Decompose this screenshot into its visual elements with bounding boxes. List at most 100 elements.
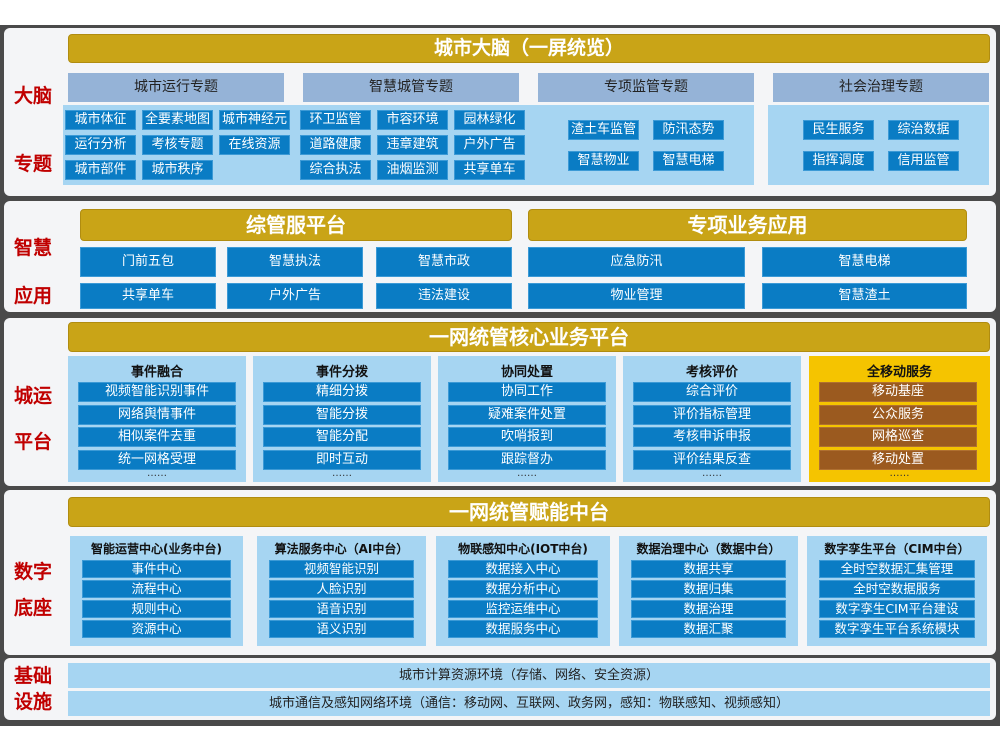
middle-platform-item[interactable]: 数据共享 xyxy=(631,560,786,578)
topic-item[interactable]: 城市部件 xyxy=(65,160,136,180)
topic-item[interactable]: 道路健康 xyxy=(300,135,371,155)
module-item[interactable]: 网络舆情事件 xyxy=(78,404,236,425)
middle-platform-item[interactable]: 规则中心 xyxy=(82,600,231,618)
app-item[interactable]: 共享单车 xyxy=(80,283,216,309)
module-item[interactable]: 疑难案件处置 xyxy=(448,404,606,425)
middle-platform-title: 数字孪生平台（CIM中台） xyxy=(824,542,970,556)
infra-row-network: 城市通信及感知网络环境（通信：移动网、互联网、政务网，感知：物联感知、视频感知） xyxy=(68,691,990,716)
app-item[interactable]: 门前五包 xyxy=(80,247,216,277)
middle-platform-item[interactable]: 全时空数据汇集管理 xyxy=(819,560,975,578)
module-item[interactable]: 吹哨报到 xyxy=(448,427,606,447)
ellipsis: …… xyxy=(702,468,722,479)
app-item[interactable]: 智慧执法 xyxy=(227,247,363,277)
platform-title: 综管服平台 xyxy=(80,209,512,241)
topic-item[interactable]: 指挥调度 xyxy=(803,151,874,171)
module-item[interactable]: 统一网格受理 xyxy=(78,449,236,470)
app-item[interactable]: 违法建设 xyxy=(376,283,512,309)
middle-platform-item[interactable]: 视频智能识别 xyxy=(269,560,414,578)
module-item[interactable]: 移动基座 xyxy=(819,382,977,402)
middle-platform-item[interactable]: 监控运维中心 xyxy=(448,600,598,618)
topic-item[interactable]: 城市神经元 xyxy=(219,110,290,130)
layer-title: 一网统管核心业务平台 xyxy=(68,322,990,352)
module-item[interactable]: 公众服务 xyxy=(819,404,977,425)
app-item[interactable]: 智慧渣土 xyxy=(762,283,967,309)
module-item[interactable]: 即时互动 xyxy=(263,449,421,470)
module-item[interactable]: 评价结果反查 xyxy=(633,449,791,470)
topic-item[interactable]: 城市秩序 xyxy=(142,160,213,180)
middle-platform-panel: 智能运营中心(业务中台) 事件中心 流程中心 规则中心 资源中心 xyxy=(70,536,243,646)
module-title: 事件分拨 xyxy=(315,365,368,380)
app-item[interactable]: 物业管理 xyxy=(528,283,745,309)
layer-label-bottom: 底座 xyxy=(13,597,52,619)
topic-item[interactable]: 防汛态势 xyxy=(653,120,724,140)
topic-item[interactable]: 违章建筑 xyxy=(377,135,448,155)
module-item[interactable]: 智能分配 xyxy=(263,427,421,447)
layer-label-bottom: 平台 xyxy=(13,431,52,453)
middle-platform-item[interactable]: 流程中心 xyxy=(82,580,231,598)
topic-item[interactable]: 运行分析 xyxy=(65,135,136,155)
middle-platform-item[interactable]: 数据治理 xyxy=(631,600,786,618)
middle-platform-item[interactable]: 语音识别 xyxy=(269,600,414,618)
module-item[interactable]: 精细分拨 xyxy=(263,382,421,402)
layer-label-bottom: 应用 xyxy=(13,285,52,307)
layer-title: 一网统管赋能中台 xyxy=(68,497,990,527)
module-item[interactable]: 协同工作 xyxy=(448,382,606,402)
app-item[interactable]: 智慧市政 xyxy=(376,247,512,277)
middle-platform-item[interactable]: 数字孪生平台系统模块 xyxy=(819,620,975,638)
topic-item[interactable]: 考核专题 xyxy=(142,135,213,155)
topic-item[interactable]: 油烟监测 xyxy=(377,160,448,180)
middle-platform-item[interactable]: 数据汇聚 xyxy=(631,620,786,638)
app-item[interactable]: 智慧电梯 xyxy=(762,247,967,277)
topic-item[interactable]: 在线资源 xyxy=(219,135,290,155)
topic-item[interactable]: 户外广告 xyxy=(454,135,525,155)
middle-platform-item[interactable]: 事件中心 xyxy=(82,560,231,578)
module-item[interactable]: 综合评价 xyxy=(633,382,791,402)
ellipsis: …… xyxy=(147,468,167,479)
layer-label-top: 智慧 xyxy=(13,237,52,259)
topic-item[interactable]: 综合执法 xyxy=(300,160,371,180)
topic-item[interactable]: 市容环境 xyxy=(377,110,448,130)
ellipsis: …… xyxy=(889,468,910,479)
topic-item[interactable]: 渣土车监管 xyxy=(568,120,639,140)
middle-platform-panel: 物联感知中心(IOT中台) 数据接入中心 数据分析中心 监控运维中心 数据服务中心 xyxy=(436,536,610,646)
topic-item[interactable]: 智慧物业 xyxy=(568,151,639,171)
module-item[interactable]: 评价指标管理 xyxy=(633,404,791,425)
module-panel: 协同处置 协同工作 疑难案件处置 吹哨报到 跟踪督办…… xyxy=(438,356,616,482)
middle-platform-item[interactable]: 数据服务中心 xyxy=(448,620,598,638)
topic-item[interactable]: 信用监管 xyxy=(888,151,959,171)
topic-item[interactable]: 民生服务 xyxy=(803,120,874,140)
middle-platform-item[interactable]: 数据归集 xyxy=(631,580,786,598)
topic-item[interactable]: 园林绿化 xyxy=(454,110,525,130)
module-item[interactable]: 跟踪督办 xyxy=(448,449,606,470)
ellipsis: …… xyxy=(332,468,352,479)
module-panel: 事件分拨精细分拨 智能分拨 智能分配 即时互动…… xyxy=(253,356,431,482)
topic-item[interactable]: 全要素地图 xyxy=(142,110,213,130)
app-item[interactable]: 应急防汛 xyxy=(528,247,745,277)
topic-item[interactable]: 综治数据 xyxy=(888,120,959,140)
module-item[interactable]: 移动处置 xyxy=(819,449,977,470)
module-item[interactable]: 智能分拨 xyxy=(263,404,421,425)
middle-platform-title: 算法服务中心（AI中台） xyxy=(274,542,409,556)
middle-platform-panel: 数据治理中心（数据中台） 数据共享 数据归集 数据治理 数据汇聚 xyxy=(619,536,798,646)
layer-title: 城市大脑（一屏统览） xyxy=(68,34,990,63)
middle-platform-item[interactable]: 全时空数据服务 xyxy=(819,580,975,598)
module-item[interactable]: 视频智能识别事件 xyxy=(78,382,236,402)
module-item[interactable]: 网格巡查 xyxy=(819,427,977,447)
middle-platform-item[interactable]: 数字孪生CIM平台建设 xyxy=(819,600,975,618)
module-item[interactable]: 相似案件去重 xyxy=(78,427,236,447)
group-header: 智慧城管专题 xyxy=(303,73,519,102)
middle-platform-panel: 数字孪生平台（CIM中台） 全时空数据汇集管理 全时空数据服务 数字孪生CIM平台建设… xyxy=(807,536,987,646)
topic-item[interactable]: 城市体征 xyxy=(65,110,136,130)
topic-item[interactable]: 环卫监管 xyxy=(300,110,371,130)
topic-item[interactable]: 共享单车 xyxy=(454,160,525,180)
middle-platform-item[interactable]: 语义识别 xyxy=(269,620,414,638)
group-panel xyxy=(533,105,754,185)
middle-platform-item[interactable]: 数据接入中心 xyxy=(448,560,598,578)
app-item[interactable]: 户外广告 xyxy=(227,283,363,309)
ellipsis: …… xyxy=(517,468,537,479)
middle-platform-item[interactable]: 资源中心 xyxy=(82,620,231,638)
middle-platform-item[interactable]: 数据分析中心 xyxy=(448,580,598,598)
middle-platform-item[interactable]: 人脸识别 xyxy=(269,580,414,598)
module-item[interactable]: 考核申诉申报 xyxy=(633,427,791,447)
topic-item[interactable]: 智慧电梯 xyxy=(653,151,724,171)
